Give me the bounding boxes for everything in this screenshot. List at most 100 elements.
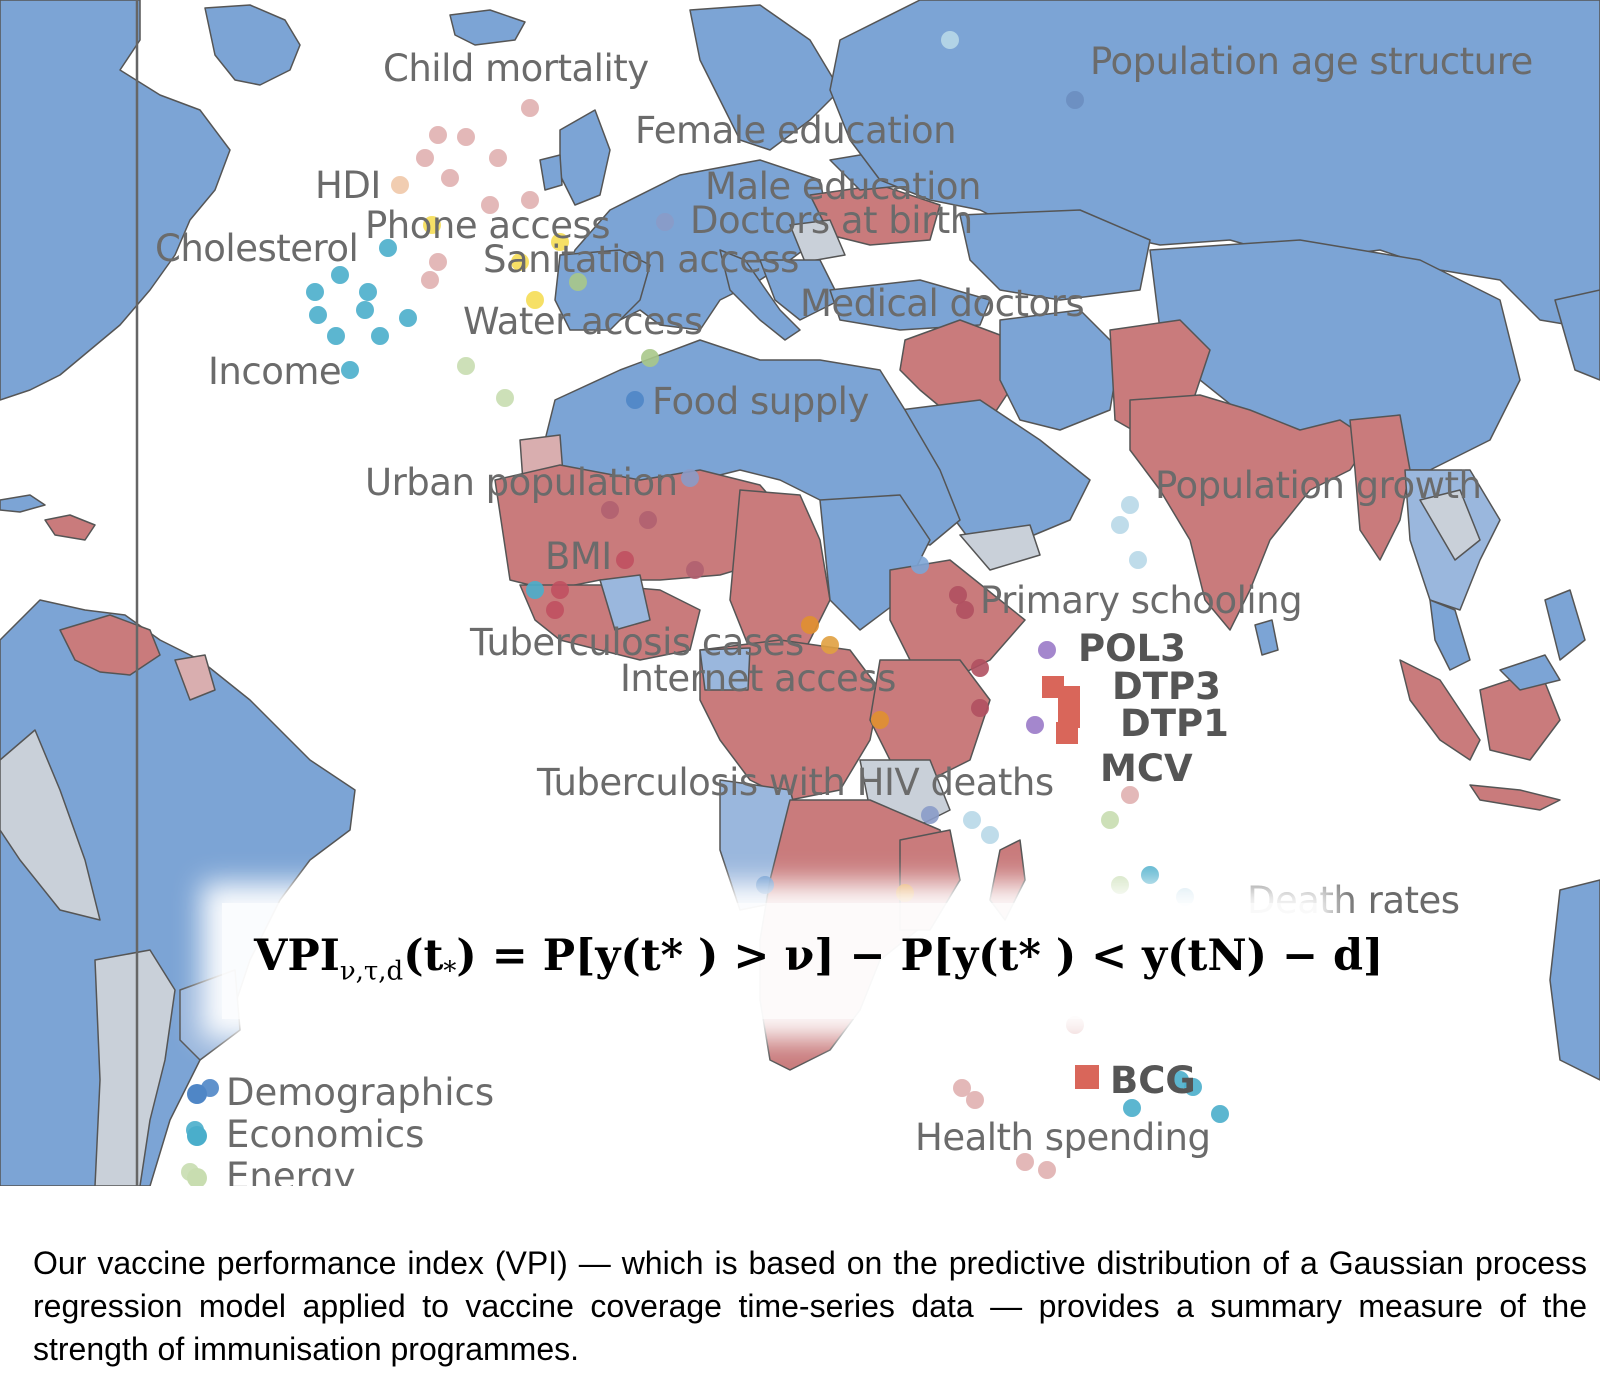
formula-backdrop (222, 903, 1317, 1019)
indicator-dot (686, 561, 704, 579)
indicator-dot (481, 196, 499, 214)
indicator-dot (756, 876, 774, 894)
dtp3-marker-2 (1058, 686, 1080, 708)
indicator-dots (181, 31, 1229, 1181)
iran (999, 309, 1121, 431)
formula-lhs-arg: (t (403, 931, 444, 981)
label-medical-doctors: Medical doctors (800, 282, 1085, 325)
indicator-dot (1211, 1105, 1229, 1123)
indicator-dot (1121, 786, 1139, 804)
indicator-dot (896, 884, 914, 902)
north-america (0, 0, 231, 401)
label-health-spending: Health spending (915, 1116, 1211, 1159)
indicator-dot (1129, 551, 1147, 569)
indicator-dot (429, 253, 447, 271)
ghana-blue (599, 574, 651, 631)
east-africa (869, 659, 991, 781)
world-map (0, 0, 1600, 1186)
australia-tip (1549, 879, 1600, 1081)
indicator-dot (391, 176, 409, 194)
indicator-dot (639, 511, 657, 529)
indicator-dot (521, 99, 539, 117)
label-female-education: Female education (635, 109, 957, 152)
laos-gray (1419, 489, 1481, 561)
indicator-dot (951, 51, 969, 69)
label-population-growth: Population growth (1155, 464, 1482, 507)
uk (559, 109, 611, 206)
guyana (174, 654, 216, 701)
indicator-dot (626, 391, 644, 409)
legend-label-demographics: Demographics (226, 1071, 495, 1114)
label-tuberculosis-cases: Tuberculosis cases (470, 621, 804, 664)
romania-gray (789, 219, 846, 263)
indicator-dot (1016, 1153, 1034, 1171)
label-bmi: BMI (545, 535, 612, 578)
indicator-dot (1066, 1016, 1084, 1034)
scandinavia (689, 4, 841, 151)
indicator-dot (941, 31, 959, 49)
indicator-dot (526, 581, 544, 599)
indicator-dot (359, 283, 377, 301)
indicator-dot (496, 389, 514, 407)
legend-dot-economics (187, 1126, 207, 1146)
indicator-dot (1123, 1099, 1141, 1117)
iceland (449, 9, 526, 46)
label-urban-population: Urban population (365, 461, 678, 504)
label-income: Income (208, 350, 342, 393)
indicator-dot (457, 128, 475, 146)
indicator-dot (1066, 91, 1084, 109)
japan (1554, 289, 1600, 381)
indicator-dot (981, 826, 999, 844)
indicator-dot (1141, 866, 1159, 884)
formula-lhs: VPI (254, 931, 340, 981)
india (1129, 394, 1371, 631)
label-pol3: POL3 (1078, 627, 1186, 670)
indicator-dot (1011, 81, 1029, 99)
indicator-dot (489, 149, 507, 167)
legend-item-energy: Energy (187, 1158, 356, 1186)
label-doctors-at-birth: Doctors at birth (690, 199, 973, 242)
label-tuberculosis-hiv-deaths: Tuberculosis with HIV deaths (537, 761, 1054, 804)
label-hdi: HDI (315, 164, 381, 207)
indicator-dot (1121, 496, 1139, 514)
italy (719, 249, 801, 341)
indicator-dot (429, 126, 447, 144)
indicator-dot (1038, 641, 1056, 659)
indicator-dot (379, 239, 397, 257)
greenland (204, 4, 301, 86)
label-bcg: BCG (1110, 1059, 1196, 1102)
sri-lanka (1254, 619, 1279, 656)
label-male-education: Male education (705, 165, 982, 208)
indicator-dot (341, 361, 359, 379)
borneo-north (1499, 654, 1561, 691)
bcg-marker (1075, 1065, 1099, 1089)
indicator-dot (423, 216, 441, 234)
philippines (1544, 589, 1586, 661)
caribbean-2 (0, 494, 46, 513)
horn-africa (889, 559, 1026, 681)
legend-item-demographics: Demographics (187, 1071, 495, 1114)
indicator-dot (1111, 876, 1129, 894)
indicator-dot (1038, 1161, 1056, 1179)
legend-dot-energy (187, 1168, 207, 1186)
indicator-dot (966, 1091, 984, 1109)
indicator-dot (641, 349, 659, 367)
label-sanitation-access: Sanitation access (483, 238, 799, 281)
label-mcv: MCV (1100, 747, 1193, 790)
south-america (0, 599, 356, 1186)
indicator-dot (971, 699, 989, 717)
peru (0, 729, 101, 921)
indicator-dot (821, 636, 839, 654)
legend-dot-demographics (187, 1084, 207, 1104)
label-population-age-structure: Population age structure (1090, 40, 1533, 83)
formula-lhs-arg-sub: * (443, 956, 457, 987)
legend-label-economics: Economics (226, 1113, 425, 1156)
indicator-dot (871, 711, 889, 729)
indicator-dot (1176, 888, 1194, 906)
label-food-supply: Food supply (652, 380, 869, 423)
sumatra (1399, 659, 1481, 761)
indicator-dot (963, 811, 981, 829)
landmass-group (0, 0, 1600, 1186)
indicator-dot (601, 501, 619, 519)
indicator-dot (949, 586, 967, 604)
